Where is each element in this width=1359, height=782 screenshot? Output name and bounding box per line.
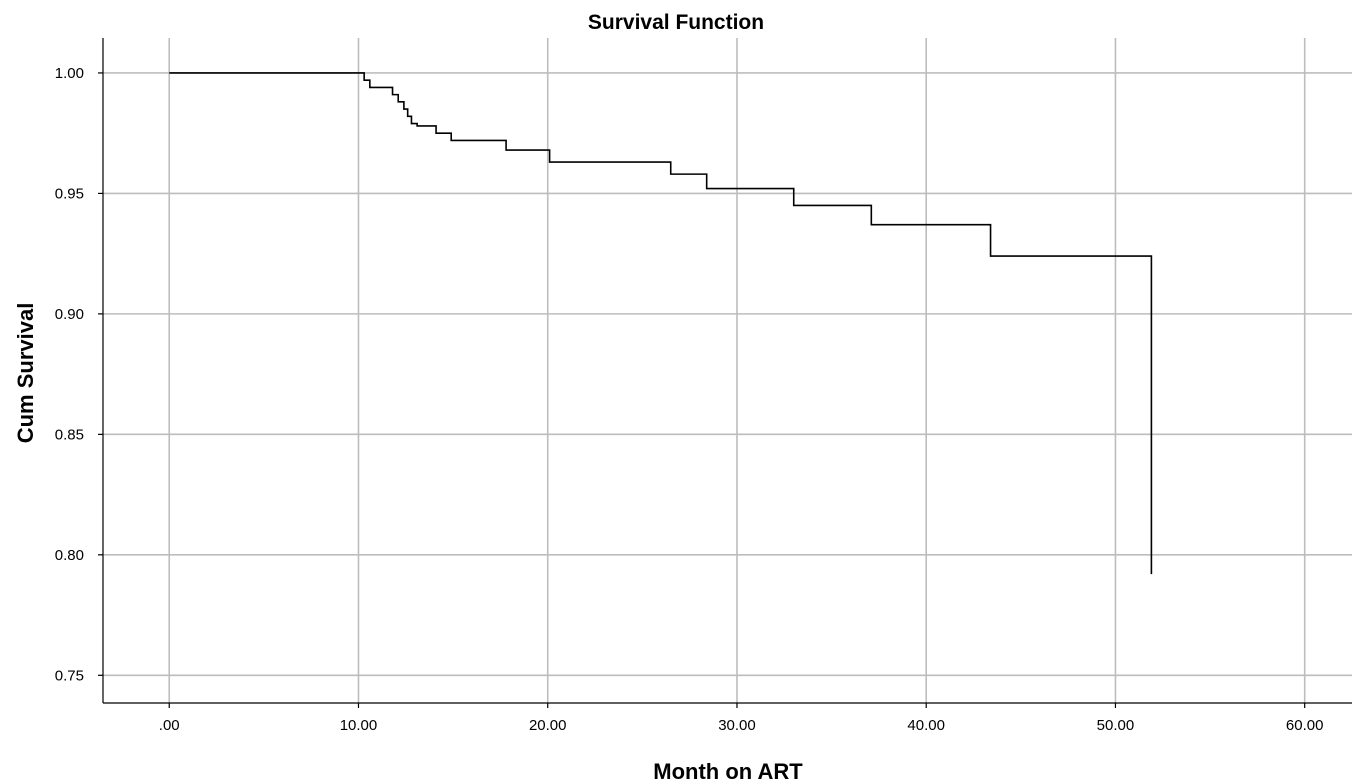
x-tick-label: 20.00	[529, 717, 567, 734]
x-tick-label: 30.00	[718, 717, 756, 734]
y-tick-label: 0.90	[55, 306, 84, 323]
y-tick-label: 0.75	[55, 667, 84, 684]
x-tick-label: .00	[159, 717, 180, 734]
x-axis-label: Month on ART	[653, 759, 803, 782]
grid-lines	[103, 38, 1352, 703]
x-tick-label: 10.00	[340, 717, 378, 734]
survival-curve	[169, 72, 1153, 575]
y-axis-label: Cum Survival	[13, 303, 38, 444]
survival-curves	[169, 72, 1153, 575]
y-tick-label: 0.85	[55, 426, 84, 443]
axes	[98, 38, 1352, 708]
x-tick-label: 60.00	[1286, 717, 1324, 734]
y-tick-label: 0.95	[55, 185, 84, 202]
y-tick-label: 0.80	[55, 547, 84, 564]
chart-title: Survival Function	[588, 11, 764, 34]
x-tick-label: 40.00	[907, 717, 945, 734]
x-tick-label: 50.00	[1097, 717, 1135, 734]
tick-labels: .00 10.00 20.00 30.00 40.00 50.00 60.00 0.75 0.8…	[55, 65, 1324, 734]
y-tick-label: 1.00	[55, 65, 84, 82]
